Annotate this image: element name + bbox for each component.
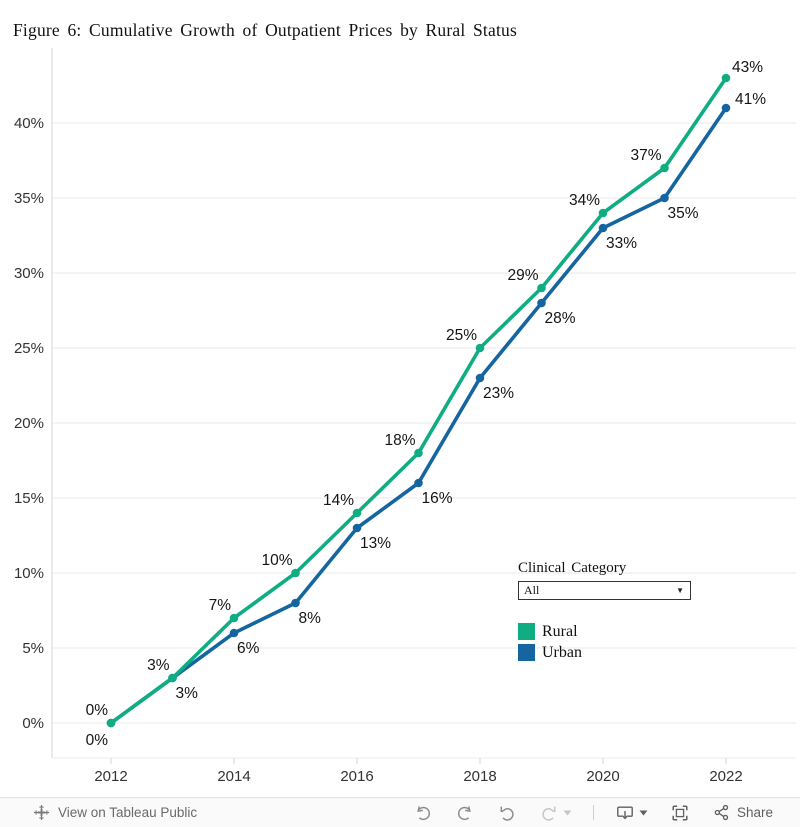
rural-point-2018[interactable] <box>475 343 485 353</box>
urban-point-2014[interactable] <box>229 628 239 638</box>
tableau-toolbar: View on Tableau Public <box>0 797 800 827</box>
urban-point-2015[interactable] <box>291 598 300 608</box>
revert-icon[interactable] <box>486 803 528 823</box>
rural-data-label-2017: 18% <box>384 432 415 449</box>
urban-data-label-2014: 6% <box>237 640 260 657</box>
rural-point-2013[interactable] <box>168 673 177 683</box>
refresh-icon[interactable] <box>528 803 583 823</box>
share-label: Share <box>736 805 773 820</box>
urban-point-2020[interactable] <box>598 223 608 233</box>
urban-data-label-2022: 41% <box>735 91 766 108</box>
clinical-category-dropdown[interactable]: All ▼ <box>518 581 691 600</box>
view-on-tableau-link[interactable]: View on Tableau Public <box>33 804 197 821</box>
urban-data-label-2018: 23% <box>483 385 514 402</box>
rural-data-label-2015: 10% <box>261 552 292 569</box>
share-button[interactable]: Share <box>701 803 773 822</box>
legend-item-urban[interactable]: Urban <box>518 642 582 663</box>
clinical-category-filter: Clinical Category All ▼ <box>518 560 691 600</box>
rural-point-2020[interactable] <box>598 208 608 218</box>
rural-point-2017[interactable] <box>414 448 423 458</box>
urban-point-2017[interactable] <box>414 478 423 488</box>
y-tick-label: 30% <box>14 265 44 282</box>
rural-data-label-2020: 34% <box>569 192 600 209</box>
urban-swatch <box>518 644 535 661</box>
urban-data-label-2013: 3% <box>176 685 199 702</box>
color-legend: Rural Urban <box>518 621 582 663</box>
rural-data-label-2018: 25% <box>446 327 477 344</box>
y-tick-label: 40% <box>14 115 44 132</box>
urban-point-2018[interactable] <box>475 373 485 383</box>
toolbar-actions: Share <box>402 803 773 823</box>
redo-icon[interactable] <box>444 803 486 823</box>
rural-point-2012[interactable] <box>106 718 116 728</box>
urban-data-label-2015: 8% <box>299 610 322 627</box>
y-tick-label: 20% <box>14 415 44 432</box>
y-tick-label: 35% <box>14 190 44 207</box>
download-icon[interactable] <box>604 803 659 823</box>
share-icon <box>714 804 729 821</box>
rural-point-2014[interactable] <box>229 613 239 623</box>
legend-item-rural[interactable]: Rural <box>518 621 582 642</box>
rural-swatch <box>518 623 535 640</box>
y-tick-label: 0% <box>22 715 44 732</box>
chevron-down-icon: ▼ <box>676 585 684 595</box>
legend-label-urban: Urban <box>542 643 582 661</box>
page-title: Figure 6: Cumulative Growth of Outpatien… <box>13 20 517 40</box>
rural-point-2019[interactable] <box>537 283 546 293</box>
view-on-tableau-label: View on Tableau Public <box>58 805 198 820</box>
refresh-caret-icon <box>563 810 572 816</box>
rural-point-2021[interactable] <box>660 163 669 173</box>
urban-point-2022[interactable] <box>721 103 731 113</box>
undo-icon[interactable] <box>402 803 444 823</box>
urban-data-label-2021: 35% <box>668 205 699 222</box>
urban-data-label-2017: 16% <box>422 490 453 507</box>
x-tick-label: 2022 <box>709 768 742 785</box>
rural-data-label-2016: 14% <box>323 492 354 509</box>
dropdown-selected-value: All <box>524 583 540 597</box>
rural-data-label-2022: 43% <box>732 59 763 76</box>
urban-point-2019[interactable] <box>537 298 546 308</box>
rural-point-2016[interactable] <box>352 508 362 518</box>
urban-line[interactable] <box>109 106 728 725</box>
rural-data-label-2012: 0% <box>86 702 109 719</box>
urban-data-label-2012: 0% <box>86 732 109 749</box>
rural-line[interactable] <box>109 76 728 725</box>
urban-point-2016[interactable] <box>352 523 362 533</box>
line-chart: 0% 5% 10% 15% 20% 25% 30% 35% 40% 2012 2014 2016 201… <box>14 48 796 785</box>
urban-data-label-2016: 13% <box>360 535 391 552</box>
legend-label-rural: Rural <box>542 622 578 640</box>
tableau-logo-icon <box>33 804 50 821</box>
rural-data-label-2013: 3% <box>147 657 170 674</box>
y-tick-label: 10% <box>14 565 44 582</box>
x-tick-label: 2016 <box>340 768 373 785</box>
y-tick-label: 5% <box>22 640 44 657</box>
y-tick-label: 15% <box>14 490 44 507</box>
rural-point-2015[interactable] <box>291 568 300 578</box>
rural-point-2022[interactable] <box>721 73 731 83</box>
rural-data-label-2014: 7% <box>209 597 232 614</box>
filter-label: Clinical Category <box>518 560 627 576</box>
urban-data-label-2019: 28% <box>545 310 576 327</box>
toolbar-divider <box>592 805 594 820</box>
x-tick-label: 2018 <box>463 768 496 785</box>
urban-point-2021[interactable] <box>660 193 669 203</box>
y-tick-label: 25% <box>14 340 44 357</box>
x-tick-label: 2014 <box>217 768 250 785</box>
fullscreen-icon[interactable] <box>659 803 701 823</box>
rural-data-label-2021: 37% <box>630 147 661 164</box>
download-caret-icon <box>639 810 648 816</box>
rural-data-label-2019: 29% <box>507 267 538 284</box>
urban-data-label-2020: 33% <box>606 235 637 252</box>
x-tick-label: 2012 <box>94 768 127 785</box>
x-tick-label: 2020 <box>586 768 619 785</box>
